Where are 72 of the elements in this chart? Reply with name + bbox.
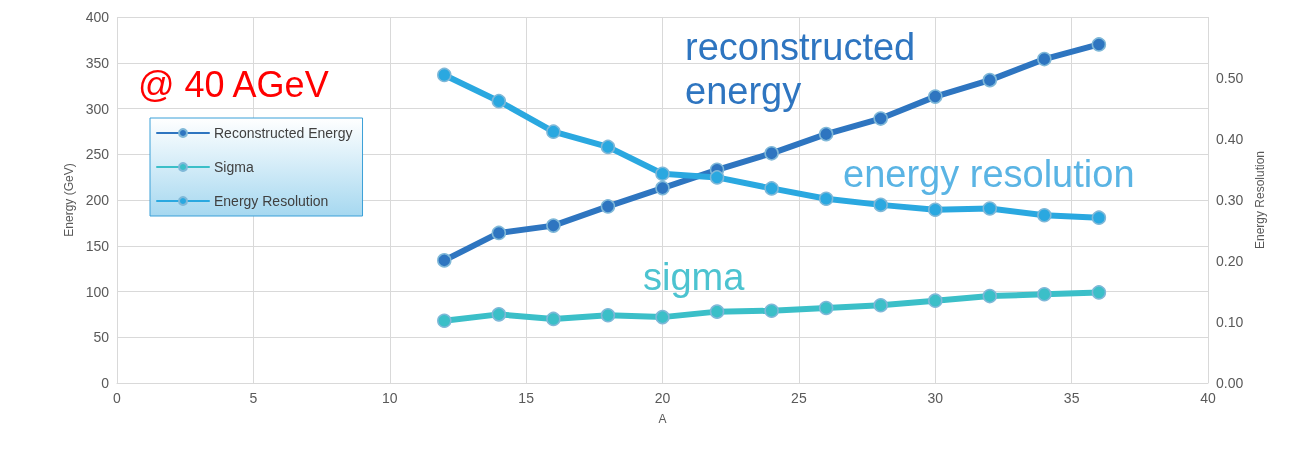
x-tick-label: 5 (249, 390, 258, 406)
x-axis-title: A (658, 412, 667, 426)
point (1091, 210, 1107, 225)
point (873, 111, 888, 126)
point (1091, 285, 1107, 300)
point (982, 201, 998, 216)
y-tick-label: 400 (85, 9, 110, 25)
y2-tick-label: 0.20 (1216, 253, 1244, 269)
point (600, 139, 616, 155)
point (437, 253, 452, 268)
annotation: energy resolution (843, 153, 1135, 195)
y2-tick-label: 0.10 (1216, 314, 1244, 330)
y-tick-label: 250 (85, 146, 110, 163)
point (818, 300, 834, 316)
point (1037, 208, 1052, 223)
y-tick-label: 100 (85, 283, 110, 300)
point (982, 72, 998, 88)
point (764, 181, 779, 196)
point (437, 313, 452, 329)
y2-tick-label: 0.50 (1216, 70, 1244, 86)
point (928, 89, 943, 104)
x-tick-label: 20 (654, 390, 671, 406)
x-tick-label: 25 (791, 390, 807, 406)
x-tick-label: 15 (518, 390, 535, 406)
y2-tick-label: 0.00 (1216, 375, 1244, 391)
point (437, 67, 452, 83)
point (873, 197, 888, 213)
annotation: sigma (643, 256, 746, 298)
y-tick-label: 350 (85, 54, 110, 71)
point (709, 170, 725, 185)
annotation: @ 40 AGeV (138, 63, 329, 105)
point (764, 146, 779, 161)
point (1091, 37, 1107, 52)
y-tick-label: 50 (93, 329, 110, 346)
x-tick-label: 40 (1200, 390, 1216, 406)
point (655, 309, 670, 325)
point (546, 218, 561, 233)
point (1037, 287, 1052, 302)
y2-axis-title: Energy Resolution (1253, 150, 1268, 250)
point (491, 93, 507, 109)
point (1037, 51, 1052, 67)
y-tick-label: 150 (85, 237, 110, 254)
point (818, 191, 834, 207)
point (873, 297, 888, 313)
point (818, 126, 834, 142)
y-tick-label: 200 (85, 192, 110, 208)
x-tick-label: 0 (113, 390, 122, 406)
point (600, 308, 616, 323)
point (709, 304, 725, 319)
x-tick-label: 10 (381, 390, 398, 406)
legend-label: Sigma (214, 159, 254, 175)
y2-tick-label: 0.40 (1216, 131, 1244, 147)
point (600, 199, 616, 214)
x-tick-label: 30 (927, 390, 944, 406)
point (546, 124, 561, 139)
point (928, 202, 943, 218)
point (655, 180, 670, 196)
legend-label: Energy Resolution (214, 193, 329, 209)
point (546, 311, 561, 327)
point (655, 166, 670, 182)
legend-label: Reconstructed Energy (214, 125, 353, 141)
y-tick-label: 0 (101, 375, 110, 391)
point (764, 303, 779, 318)
point (491, 307, 507, 322)
point (491, 225, 507, 241)
y2-tick-label: 0.30 (1216, 192, 1244, 208)
x-tick-label: 35 (1063, 390, 1080, 406)
point (982, 288, 998, 304)
y-axis-title: Energy (GeV) (61, 163, 76, 237)
annotation: reconstructed energy (685, 26, 926, 112)
point (928, 293, 943, 308)
y-tick-label: 300 (85, 100, 110, 117)
